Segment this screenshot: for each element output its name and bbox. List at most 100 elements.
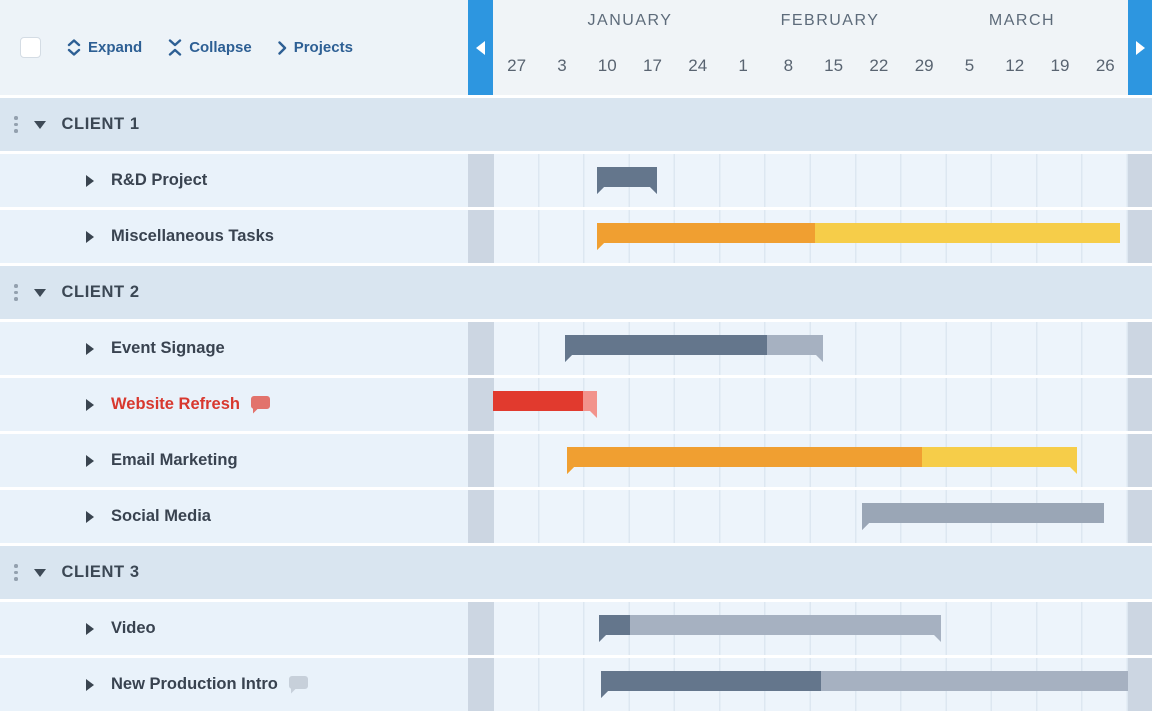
- header: Expand Collapse Projects: [0, 0, 1152, 95]
- timeline-edge-right: [1128, 378, 1152, 431]
- group-label: CLIENT 1: [61, 115, 140, 133]
- group-label: CLIENT 2: [61, 283, 140, 301]
- expand-label: Expand: [88, 39, 143, 56]
- expand-caret-icon[interactable]: [86, 342, 94, 355]
- timeline-edge-left: [468, 322, 494, 375]
- week-date-label: 15: [824, 56, 844, 75]
- timeline-edge-right: [1128, 490, 1152, 543]
- week-date-label: 3: [557, 56, 567, 75]
- task-row: Miscellaneous Tasks: [0, 207, 1152, 263]
- task-name-cell[interactable]: Email Marketing: [0, 434, 468, 487]
- month-label: FEBRUARY: [780, 12, 880, 29]
- timeline-edge-left: [468, 434, 494, 487]
- collapse-icon: [168, 39, 182, 56]
- task-row: Video: [0, 599, 1152, 655]
- timeline-row: [468, 210, 1152, 263]
- expand-caret-icon[interactable]: [86, 454, 94, 467]
- comment-bubble-icon[interactable]: [288, 675, 309, 694]
- timeline-edge-right: [1128, 602, 1152, 655]
- timeline-row: [468, 322, 1152, 375]
- timeline-edge-right: [1128, 210, 1152, 263]
- task-label: Event Signage: [111, 339, 225, 357]
- timeline-edge-left: [468, 378, 494, 431]
- timeline-edge-right: [1128, 322, 1152, 375]
- collapse-caret-icon[interactable]: [33, 120, 46, 129]
- timeline-header: JANUARY FEBRUARY MARCH 27 3 10 17 24 1 8 15 22 29 5 1…: [468, 0, 1152, 95]
- week-date-label: 12: [1005, 56, 1025, 75]
- expand-button[interactable]: Expand: [67, 39, 142, 56]
- month-label: JANUARY: [587, 12, 673, 29]
- task-row: Event Signage: [0, 319, 1152, 375]
- timeline-row: [468, 490, 1152, 543]
- task-name-cell[interactable]: Video: [0, 602, 468, 655]
- task-label: Email Marketing: [111, 451, 238, 469]
- group-row-header[interactable]: CLIENT 2: [0, 266, 1152, 319]
- expand-caret-icon[interactable]: [86, 230, 94, 243]
- list-toolbar: Expand Collapse Projects: [0, 0, 468, 95]
- drag-handle-icon[interactable]: [14, 116, 18, 133]
- timeline-edge-left: [468, 490, 494, 543]
- timeline-edge-right: [1128, 434, 1152, 487]
- week-date-label: 19: [1050, 56, 1070, 75]
- task-label: Social Media: [111, 507, 211, 525]
- task-name-cell[interactable]: Event Signage: [0, 322, 468, 375]
- task-row: Social Media: [0, 487, 1152, 543]
- task-row: New Production Intro: [0, 655, 1152, 711]
- comment-bubble-icon[interactable]: [250, 395, 271, 414]
- task-label: Website Refresh: [111, 395, 240, 413]
- task-row: Email Marketing: [0, 431, 1152, 487]
- task-name-cell[interactable]: New Production Intro: [0, 658, 468, 711]
- week-date-label: 22: [869, 56, 889, 75]
- task-label: New Production Intro: [111, 675, 278, 693]
- scroll-left-button[interactable]: [468, 0, 493, 95]
- task-name-cell[interactable]: R&D Project: [0, 154, 468, 207]
- task-name-cell[interactable]: Social Media: [0, 490, 468, 543]
- task-name-cell[interactable]: Miscellaneous Tasks: [0, 210, 468, 263]
- task-label: R&D Project: [111, 171, 208, 189]
- select-all-checkbox[interactable]: [20, 37, 41, 58]
- group-row-header[interactable]: CLIENT 1: [0, 98, 1152, 151]
- collapse-button[interactable]: Collapse: [168, 39, 252, 56]
- month-label: MARCH: [988, 12, 1056, 29]
- week-date-label: 5: [964, 56, 975, 75]
- group-row: CLIENT 2: [0, 263, 1152, 319]
- timeline-edge-left: [468, 602, 494, 655]
- arrow-right-icon: [1135, 40, 1145, 55]
- projects-label: Projects: [293, 39, 353, 56]
- timeline-row: [468, 378, 1152, 431]
- task-label: Video: [111, 619, 156, 637]
- expand-caret-icon[interactable]: [86, 678, 94, 691]
- collapse-caret-icon[interactable]: [33, 568, 46, 577]
- timeline-row: [468, 154, 1152, 207]
- week-date-row: 27 3 10 17 24 1 8 15 22 29 5 12 19 26: [494, 52, 1128, 80]
- group-row-header[interactable]: CLIENT 3: [0, 546, 1152, 599]
- drag-handle-icon[interactable]: [14, 564, 18, 581]
- timeline-edge-left: [468, 658, 494, 711]
- week-date-label: 27: [507, 56, 527, 75]
- task-row: R&D Project: [0, 151, 1152, 207]
- rows: CLIENT 1 R&D Project Miscellaneous Tasks CL…: [0, 95, 1152, 711]
- timeline-edge-left: [468, 154, 494, 207]
- week-gridlines: [494, 378, 1128, 431]
- collapse-caret-icon[interactable]: [33, 288, 46, 297]
- expand-caret-icon[interactable]: [86, 622, 94, 635]
- expand-caret-icon[interactable]: [86, 510, 94, 523]
- projects-button[interactable]: Projects: [278, 39, 353, 56]
- group-row: CLIENT 3: [0, 543, 1152, 599]
- timeline-edge-left: [468, 210, 494, 263]
- task-name-cell[interactable]: Website Refresh: [0, 378, 468, 431]
- drag-handle-icon[interactable]: [14, 284, 18, 301]
- week-date-label: 17: [643, 56, 662, 75]
- week-date-label: 10: [597, 56, 617, 75]
- expand-caret-icon[interactable]: [86, 398, 94, 411]
- timeline-row: [468, 658, 1152, 711]
- week-date-label: 29: [914, 56, 934, 75]
- group-row: CLIENT 1: [0, 95, 1152, 151]
- scroll-right-button[interactable]: [1128, 0, 1152, 95]
- month-row: JANUARY FEBRUARY MARCH: [468, 12, 1152, 36]
- timeline-row: [468, 602, 1152, 655]
- expand-caret-icon[interactable]: [86, 174, 94, 187]
- timeline-row: [468, 434, 1152, 487]
- task-label: Miscellaneous Tasks: [111, 227, 274, 245]
